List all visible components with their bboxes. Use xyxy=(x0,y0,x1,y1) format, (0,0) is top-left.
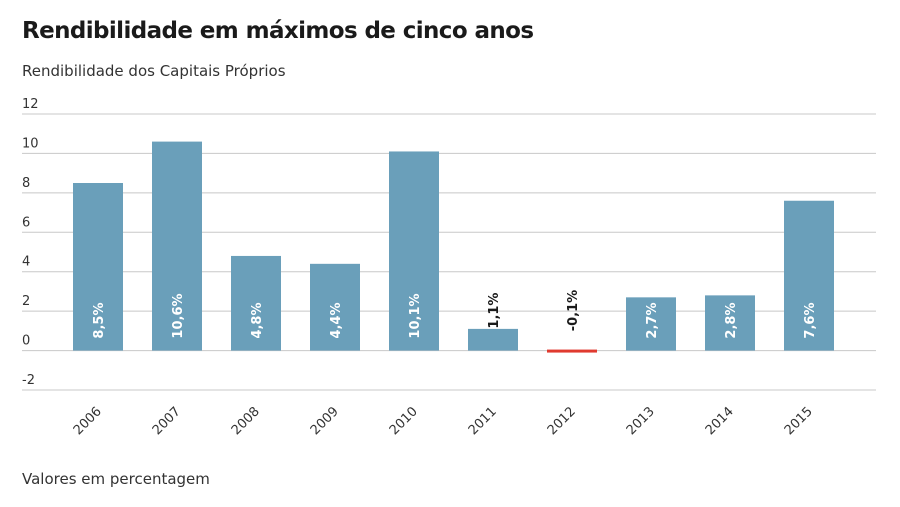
y-tick-label: 12 xyxy=(22,97,39,112)
x-axis-ticks: 2006 2007 2008 2009 2010 2011 2012 2013 2014 2015 xyxy=(71,404,816,438)
x-tick-label: 2007 xyxy=(150,404,184,438)
chart-footnote: Valores em percentagem xyxy=(22,470,210,488)
bar xyxy=(152,141,202,351)
bar xyxy=(310,263,360,351)
x-tick-label: 2013 xyxy=(624,404,658,438)
bar xyxy=(73,183,123,351)
y-tick-label: 6 xyxy=(22,215,30,230)
data-label: 2,7% xyxy=(645,303,660,339)
y-tick-label: 10 xyxy=(22,136,39,151)
bar xyxy=(468,328,518,351)
x-tick-label: 2012 xyxy=(545,404,579,438)
y-tick-label: 8 xyxy=(22,176,30,191)
x-tick-label: 2009 xyxy=(308,404,342,438)
y-tick-label: 2 xyxy=(22,294,30,309)
data-label: -0,1% xyxy=(566,290,581,331)
bar xyxy=(626,297,676,351)
bar xyxy=(231,255,281,351)
data-label: 4,4% xyxy=(329,303,344,339)
y-tick-label: 4 xyxy=(22,255,30,270)
chart-title: Rendibilidade em máximos de cinco anos xyxy=(22,18,534,44)
bar xyxy=(784,200,834,351)
x-tick-label: 2010 xyxy=(387,404,421,438)
bars xyxy=(73,141,834,353)
data-label: 10,6% xyxy=(171,293,186,338)
y-tick-label: 0 xyxy=(22,334,30,349)
x-tick-label: 2015 xyxy=(782,404,816,438)
data-label: 4,8% xyxy=(250,303,265,339)
data-label: 8,5% xyxy=(92,303,107,339)
y-axis-ticks: 12 10 8 6 4 2 0 -2 xyxy=(22,97,39,388)
chart-subtitle: Rendibilidade dos Capitais Próprios xyxy=(22,62,286,80)
x-tick-label: 2014 xyxy=(703,404,737,438)
data-labels: 8,5% 10,6% 4,8% 4,4% 10,1% 1,1% -0,1% 2,7% 2,8% 7… xyxy=(92,290,818,339)
y-tick-label: -2 xyxy=(22,373,35,388)
bar xyxy=(705,295,755,351)
bar xyxy=(547,349,597,353)
x-tick-label: 2011 xyxy=(466,404,500,438)
data-label: 10,1% xyxy=(408,293,423,338)
bar xyxy=(389,151,439,351)
data-label: 7,6% xyxy=(803,303,818,339)
data-label: 1,1% xyxy=(487,293,502,329)
x-tick-label: 2008 xyxy=(229,404,263,438)
data-label: 2,8% xyxy=(724,303,739,339)
x-tick-label: 2006 xyxy=(71,404,105,438)
